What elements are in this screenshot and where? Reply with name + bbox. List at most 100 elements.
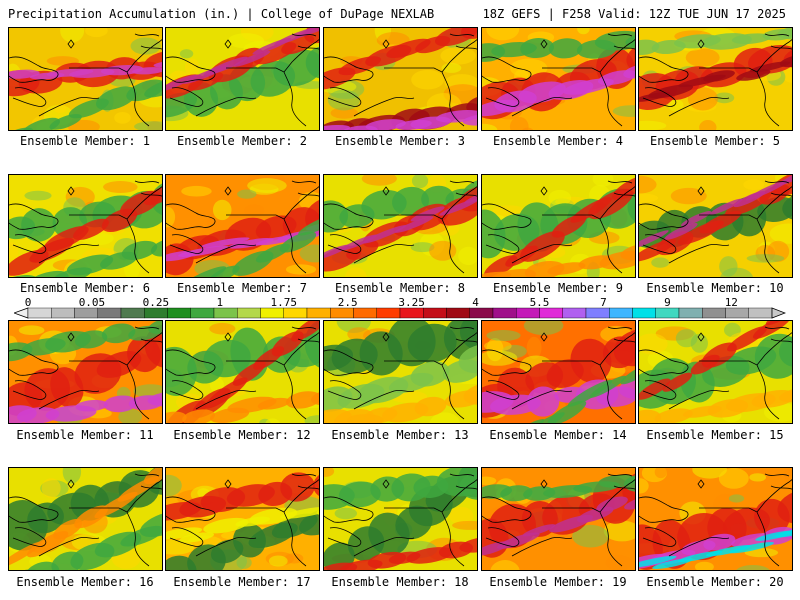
- precipitation-field: [639, 28, 792, 130]
- ensemble-member-map: [323, 174, 478, 278]
- ensemble-member-map: [323, 320, 478, 424]
- colorbar-segment: [585, 307, 610, 319]
- map-boundaries: [9, 326, 162, 420]
- colorbar-segment: [492, 307, 517, 319]
- precipitation-field: [324, 28, 477, 130]
- precipitation-colorbar: [14, 307, 786, 319]
- ensemble-member-map: [638, 467, 793, 571]
- ensemble-member-caption: Ensemble Member: 10: [646, 281, 784, 295]
- precipitation-field: [166, 28, 319, 130]
- map-boundaries: [9, 473, 162, 567]
- colorbar-segment: [748, 307, 773, 319]
- map-boundaries: [9, 180, 162, 274]
- colorbar-segment: [609, 307, 633, 319]
- precipitation-field: [166, 321, 319, 423]
- ensemble-member-map: [481, 27, 636, 131]
- ensemble-member-caption: Ensemble Member: 12: [173, 428, 311, 442]
- precipitation-field: [9, 468, 162, 570]
- ensemble-member-map: [165, 174, 320, 278]
- colorbar-tick-label: 0: [24, 296, 32, 309]
- colorbar-tick-label: 9: [664, 296, 671, 309]
- ensemble-member-caption: Ensemble Member: 11: [16, 428, 154, 442]
- colorbar-tick-label: 5.5: [529, 296, 550, 309]
- ensemble-member-caption: Ensemble Member: 8: [334, 281, 466, 295]
- colorbar-segment: [516, 307, 540, 319]
- colorbar-segment: [237, 307, 261, 319]
- precipitation-field: [166, 468, 319, 570]
- map-boundaries: [639, 326, 792, 420]
- colorbar-segment: [353, 307, 377, 319]
- ensemble-member-caption: Ensemble Member: 17: [173, 575, 311, 589]
- map-boundaries: [482, 180, 635, 274]
- colorbar-segment: [446, 307, 470, 319]
- ensemble-member-map: [165, 467, 320, 571]
- precipitation-field: [482, 321, 635, 423]
- ensemble-member-caption: Ensemble Member: 6: [19, 281, 151, 295]
- colorbar-segment: [213, 307, 238, 319]
- map-boundaries: [324, 33, 477, 127]
- colorbar-segment: [167, 307, 191, 319]
- map-boundaries: [639, 180, 792, 274]
- map-boundaries: [166, 326, 319, 420]
- colorbar-arrow-right: [771, 307, 786, 319]
- colorbar-segment: [725, 307, 749, 319]
- colorbar-segment: [120, 307, 145, 319]
- map-boundaries: [324, 180, 477, 274]
- colorbar-segment: [144, 307, 168, 319]
- ensemble-member-map: [481, 467, 636, 571]
- colorbar-segment: [702, 307, 726, 319]
- colorbar-segment: [190, 307, 215, 319]
- ensemble-member-caption: Ensemble Member: 19: [489, 575, 627, 589]
- colorbar-segment: [330, 307, 354, 319]
- colorbar-segment: [655, 307, 680, 319]
- precipitation-field: [9, 175, 162, 277]
- ensemble-member-caption: Ensemble Member: 7: [176, 281, 308, 295]
- colorbar-segment: [399, 307, 424, 319]
- precipitation-field: [482, 28, 635, 130]
- ensemble-member-map: [8, 467, 163, 571]
- map-boundaries: [324, 326, 477, 420]
- colorbar-segment: [376, 307, 401, 319]
- ensemble-member-map: [638, 320, 793, 424]
- ensemble-member-map: [8, 27, 163, 131]
- ensemble-member-map: [481, 320, 636, 424]
- precipitation-field: [639, 321, 792, 423]
- colorbar-segment: [423, 307, 447, 319]
- precipitation-field: [482, 175, 635, 277]
- ensemble-member-caption: Ensemble Member: 9: [492, 281, 624, 295]
- colorbar-tick-label: 1: [216, 296, 224, 309]
- colorbar-tick-label: 0.05: [78, 296, 106, 309]
- precipitation-field: [324, 321, 477, 423]
- ensemble-member-caption: Ensemble Member: 18: [331, 575, 469, 589]
- colorbar-tick-label: 12: [724, 296, 738, 309]
- ensemble-member-caption: Ensemble Member: 2: [176, 134, 308, 148]
- map-boundaries: [482, 33, 635, 127]
- map-boundaries: [166, 473, 319, 567]
- colorbar-segment: [562, 307, 587, 319]
- ensemble-member-map: [165, 27, 320, 131]
- precipitation-field: [482, 468, 635, 570]
- colorbar-segment: [539, 307, 563, 319]
- colorbar-tick-label: 7: [600, 296, 607, 309]
- colorbar-segment: [678, 307, 703, 319]
- colorbar-segment: [283, 307, 308, 319]
- ensemble-member-map: [8, 320, 163, 424]
- colorbar-segment: [632, 307, 656, 319]
- colorbar-arrow-left: [14, 307, 29, 319]
- colorbar-segment: [27, 307, 52, 319]
- ensemble-member-map: [638, 174, 793, 278]
- colorbar-tick-label: 4: [472, 296, 479, 309]
- ensemble-member-caption: Ensemble Member: 4: [492, 134, 624, 148]
- ensemble-member-map: [8, 174, 163, 278]
- ensemble-member-map: [638, 27, 793, 131]
- colorbar-segment: [306, 307, 331, 319]
- map-boundaries: [639, 473, 792, 567]
- map-boundaries: [482, 326, 635, 420]
- map-boundaries: [166, 180, 319, 274]
- ensemble-member-caption: Ensemble Member: 13: [331, 428, 469, 442]
- colorbar-segment: [74, 307, 98, 319]
- colorbar-segment: [260, 307, 284, 319]
- precipitation-field: [9, 28, 162, 130]
- map-boundaries: [166, 33, 319, 127]
- ensemble-member-caption: Ensemble Member: 15: [646, 428, 784, 442]
